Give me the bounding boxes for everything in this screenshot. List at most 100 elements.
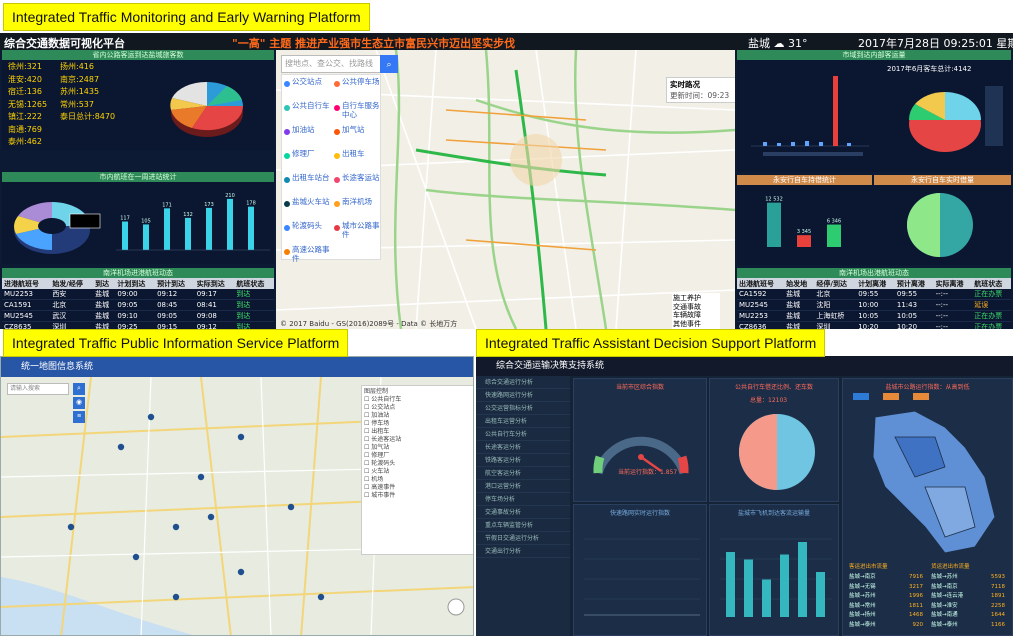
public-layer-panel[interactable]: 图层控制 ☐ 公共自行车 ☐ 公交站点 ☐ 加油站 ☐ 停车场 ☐ 出租车 ☐ 长途客运站 ☐… (361, 385, 473, 555)
flight-row: MU2253 盐城 上海虹桥 10:05 10:05 --:-- 正在办票 (737, 310, 1011, 322)
flight-cell: --:-- (933, 321, 973, 329)
bike-bar (767, 202, 781, 247)
public-layer-button[interactable]: ≡ (73, 411, 85, 423)
public-search-button[interactable]: ⌕ (73, 383, 85, 395)
bike-bar-label: 12 532 (765, 197, 783, 203)
flight-cell: MU2545 (2, 310, 51, 322)
map-category-item[interactable]: 出租车 (332, 149, 380, 179)
layer-item[interactable]: ☐ 加油站 (364, 412, 390, 419)
map-category-item[interactable]: 公交站点 (282, 77, 330, 107)
map-legend-item: 车辆故障 (673, 311, 701, 319)
arrivals-panel: 进港航班号 始发/经停 到达 计划到达 预计到达 实际到达 航班状态 MU2253 西安 盐城 0… (2, 278, 274, 329)
map-category-label: 长途客运站 (342, 173, 380, 182)
decision-menu-item[interactable]: 节假日交通运行分析 (476, 532, 570, 545)
monitoring-top-bar: 综合交通数据可视化平台 "一高" 主题 推进产业强市生态立市富民兴市迈出坚实步伐… (0, 33, 1013, 50)
map-category-item[interactable]: 轮渡码头 (282, 221, 330, 251)
flow-row: 盐城→南通 1644 (931, 611, 1007, 621)
layer-item[interactable]: ☐ 公交站点 (364, 404, 396, 411)
category-icon (334, 153, 340, 159)
layer-item[interactable]: ☐ 长途客运站 (364, 436, 402, 443)
decision-menu-item[interactable]: 停车场分析 (476, 493, 570, 506)
bike-bar-label: 6 346 (827, 219, 841, 225)
decision-header: 综合交通运输决策支持系统 (476, 356, 1013, 376)
map-category-item[interactable]: 公共停车场 (332, 77, 380, 107)
freight-list: 盐城→苏州 5593 盐城→南京 7118 盐城→连云港 1891 盐城→淮安 2258 盐城→… (931, 573, 1007, 630)
decision-side-menu[interactable]: 综合交通运行分析 快速路网运行分析 公交运营指标分析 出租车运营分析 公共自行车分析 长途… (476, 376, 570, 636)
table-header: 始发/经停 (50, 278, 94, 289)
layer-item[interactable]: ☐ 城市事件 (364, 492, 396, 499)
weekly-bar (143, 224, 149, 250)
flow-value: 1166 (991, 621, 1005, 628)
city-stat: 南京:2487 (60, 74, 100, 84)
decision-menu-item[interactable]: 重点车辆监管分析 (476, 519, 570, 532)
map-filter-2[interactable] (883, 393, 899, 400)
flight-cell: 北京 (50, 299, 94, 311)
decision-menu-item[interactable]: 港口运营分析 (476, 480, 570, 493)
map-filter-1[interactable] (853, 393, 869, 400)
flight-cell: 11:43 (894, 299, 934, 311)
decision-menu-item[interactable]: 交通事故分析 (476, 506, 570, 519)
bike-bar (827, 224, 841, 247)
map-roads (276, 50, 735, 329)
layer-item[interactable]: ☐ 加气站 (364, 444, 390, 451)
traffic-map[interactable]: 搜地点、查公交、找路线 ⌕ 公交站点 公共停车场 公共自行车 自行车服务中心 加油站 加气… (276, 50, 735, 329)
decision-bar (780, 554, 789, 617)
decision-menu-item[interactable]: 铁路客运分析 (476, 454, 570, 467)
layer-item[interactable]: ☐ 出租车 (364, 428, 390, 435)
layer-item[interactable]: ☐ 轮渡码头 (364, 460, 396, 467)
map-category-item[interactable]: 城市公路事件 (332, 221, 380, 251)
layer-item[interactable]: ☐ 高速事件 (364, 484, 396, 491)
decision-menu-item[interactable]: 综合交通运行分析 (476, 376, 570, 389)
map-category-item[interactable]: 修理厂 (282, 149, 330, 179)
freight-list-header: 货运进出市流量 (931, 564, 970, 570)
map-category-item[interactable]: 南洋机场 (332, 197, 380, 227)
category-icon (334, 129, 340, 135)
map-search-button[interactable]: ⌕ (380, 55, 398, 73)
layer-item[interactable]: ☐ 停车场 (364, 420, 390, 427)
city-stat-row: 淮安:420 南京:2487 (8, 74, 115, 87)
decision-menu-item[interactable]: 出租车运营分析 (476, 415, 570, 428)
map-category-item[interactable]: 盐城火车站 (282, 197, 330, 227)
flow-row: 盐城→扬州 1468 (849, 611, 925, 621)
gauge-value: 当前运行指数：1.857 (618, 469, 678, 476)
decision-menu-item[interactable]: 公共自行车分析 (476, 428, 570, 441)
map-category-item[interactable]: 自行车服务中心 (332, 101, 380, 131)
city-stat: 无锡:1265 (8, 99, 48, 109)
city-stat: 泰日总计:8470 (60, 112, 116, 121)
decision-menu-item[interactable]: 交通出行分析 (476, 545, 570, 558)
map-filter-3[interactable] (913, 393, 929, 400)
layer-item[interactable]: ☐ 火车站 (364, 468, 390, 475)
flow-value: 3217 (909, 583, 923, 590)
decision-menu-item[interactable]: 长途客运分析 (476, 441, 570, 454)
decision-menu-item[interactable]: 公交运营指标分析 (476, 402, 570, 415)
map-category-item[interactable]: 高速公路事件 (282, 245, 330, 275)
layer-item[interactable]: ☐ 修理厂 (364, 452, 390, 459)
flight-cell: 盐城 (784, 289, 815, 300)
realtime-traffic-box[interactable]: 实时路况 更新时间：09:23 (666, 77, 735, 103)
flow-route: 盐城→无锡 (849, 583, 876, 590)
map-category-item[interactable]: 加气站 (332, 125, 380, 155)
weekly-bar-chart: 117 105 171 132 173 210 178 (116, 193, 270, 251)
decision-menu-item[interactable]: 航空客运分析 (476, 467, 570, 480)
map-category-item[interactable]: 长途客运站 (332, 173, 380, 203)
flight-cell: 西安 (50, 289, 94, 300)
layer-item[interactable]: ☐ 机场 (364, 476, 384, 483)
map-category-item[interactable]: 公共自行车 (282, 101, 330, 131)
flow-row: 盐城→南京 7118 (931, 583, 1007, 593)
flight-cell: 08:41 (194, 299, 235, 311)
decision-menu-item[interactable]: 快速路网运行分析 (476, 389, 570, 402)
caption-monitoring: Integrated Traffic Monitoring and Early … (3, 3, 370, 31)
table-header: 计划离港 (856, 278, 895, 289)
map-legend-item: 其他事件 (673, 319, 701, 328)
flow-row: 盐城→泰州 1166 (931, 621, 1007, 631)
public-search-input[interactable]: 请输入搜索 (7, 383, 69, 395)
layer-item[interactable]: ☐ 公共自行车 (364, 396, 402, 403)
map-category-panel: 公交站点 公共停车场 公共自行车 自行车服务中心 加油站 加气站 修理厂 出租车 出租车站台 长途… (281, 74, 381, 263)
weekly-bar (122, 221, 128, 250)
map-category-item[interactable]: 出租车站台 (282, 173, 330, 203)
layer-item[interactable]: 图层控制 (364, 388, 389, 395)
realtime-update-time: 更新时间：09:23 (670, 91, 730, 100)
map-category-item[interactable]: 加油站 (282, 125, 330, 155)
flow-row: 盐城→泰州 920 (849, 621, 925, 631)
public-locate-button[interactable]: ◉ (73, 397, 85, 409)
